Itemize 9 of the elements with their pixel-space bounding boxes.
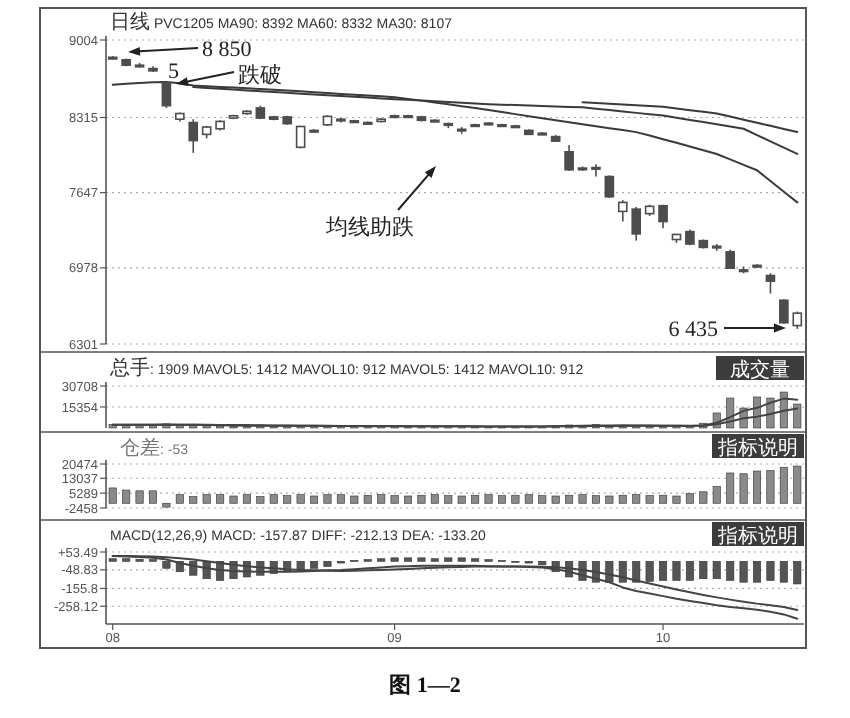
annotation: 跌破 <box>238 62 282 88</box>
caption: 图 1—2 <box>389 674 462 698</box>
text: 成交量 <box>730 358 790 382</box>
annotation: 6 435 <box>668 318 719 342</box>
text: 指标说明 <box>716 436 798 460</box>
annotation: 5 <box>168 60 180 84</box>
annotation: 8 850 <box>202 38 253 62</box>
text: 指标说明 <box>716 524 798 548</box>
annotation: 均线助跌 <box>324 214 414 240</box>
